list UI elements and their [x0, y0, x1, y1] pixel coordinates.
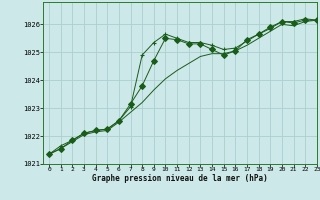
X-axis label: Graphe pression niveau de la mer (hPa): Graphe pression niveau de la mer (hPa) [92, 174, 268, 183]
